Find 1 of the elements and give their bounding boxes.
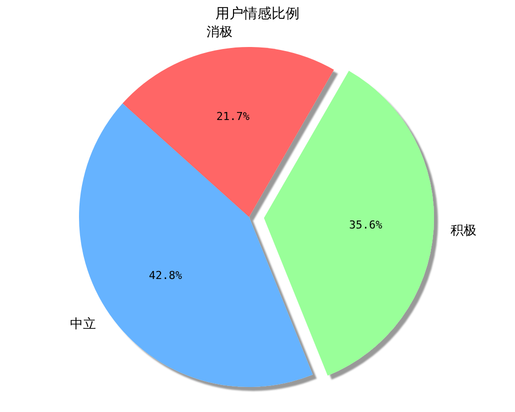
title: 用户情感比例 [216,6,300,22]
